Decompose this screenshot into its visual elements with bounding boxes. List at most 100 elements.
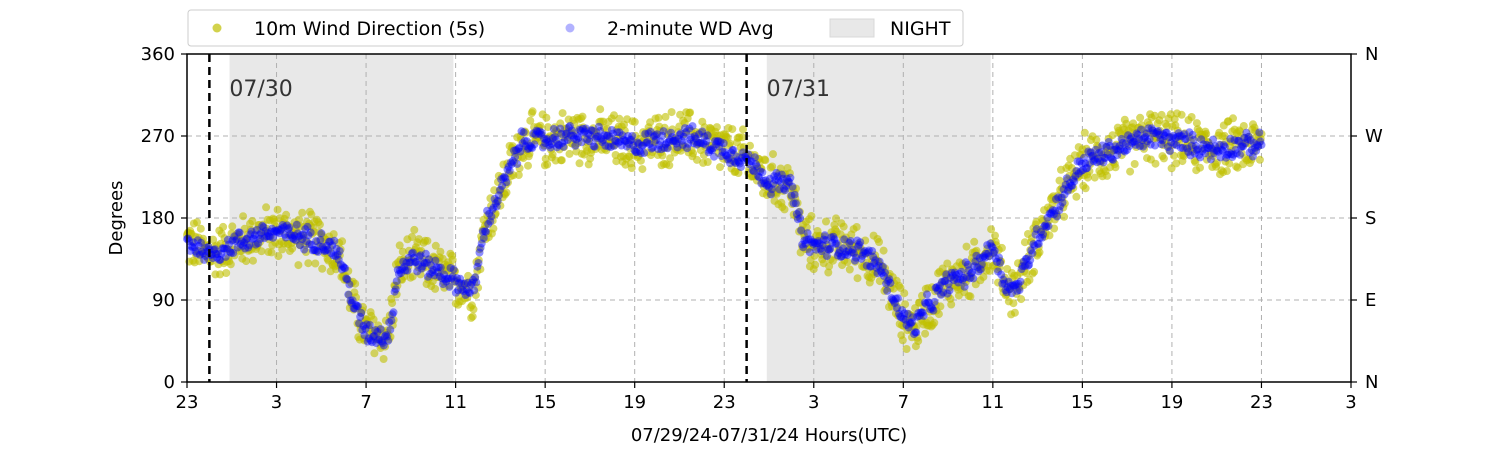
data-point [359,321,368,330]
data-point [1133,130,1142,139]
data-point [316,235,325,244]
data-point [571,141,580,150]
data-point [722,151,731,160]
data-point [894,311,903,320]
data-point [186,246,195,255]
data-point [274,252,283,261]
data-point [474,256,483,265]
data-point [781,186,789,195]
data-point [842,247,851,256]
data-point [746,157,755,166]
data-point [265,232,274,241]
data-point [1143,137,1152,146]
data-point [964,262,973,271]
data-point [999,275,1008,284]
data-point [549,125,558,133]
data-point [1233,136,1242,145]
data-point [977,260,986,269]
data-point [1239,122,1248,130]
data-point [995,253,1003,262]
data-point [416,251,425,260]
data-point [703,158,712,166]
data-point [945,286,954,295]
data-point [688,122,697,131]
data-point [900,309,909,318]
data-point [947,268,956,277]
data-point [1169,140,1178,149]
data-point [735,159,744,168]
data-point [913,312,922,321]
data-point [1236,150,1244,159]
data-point [548,150,557,159]
data-point [904,323,913,332]
data-point [306,228,315,237]
data-point [1153,128,1162,136]
data-point [1220,131,1229,140]
data-point [1225,159,1234,168]
data-point [428,266,436,274]
data-point [807,212,816,220]
data-point [1229,114,1237,123]
data-point [294,261,303,270]
data-point [1136,113,1145,122]
data-point [540,134,549,143]
data-point [815,239,824,248]
data-point [1203,144,1212,152]
data-point [563,136,572,144]
data-point [1160,131,1169,140]
data-point [603,131,612,140]
x-tick-label-7: 3 [808,392,819,413]
data-point [1123,146,1131,155]
data-point [1092,158,1101,167]
data-point [425,255,433,264]
data-point [726,159,735,168]
data-point [1157,140,1166,149]
data-point [659,127,668,136]
data-point [1256,137,1265,146]
data-point [919,311,928,320]
data-point [1052,195,1060,204]
data-point [958,275,967,284]
data-point [1185,128,1194,137]
data-point [209,235,218,244]
data-point [954,278,963,287]
y-right-tick-label-2: S [1365,208,1376,229]
data-point [643,138,652,146]
data-point [966,292,975,301]
data-point [494,191,503,200]
data-point [920,302,929,311]
data-point [326,237,334,246]
data-point [1152,129,1161,138]
data-point [1127,133,1136,142]
data-point [262,232,271,241]
data-point [1085,159,1094,167]
data-point [405,258,414,267]
data-point [962,273,971,282]
data-point [1192,119,1201,128]
data-point [1081,184,1090,193]
data-point [453,274,461,283]
data-point [666,154,675,163]
data-point [1014,279,1023,288]
data-point [763,180,772,189]
data-point [1148,126,1157,135]
data-point [1090,173,1099,182]
data-point [655,141,664,150]
data-point [789,199,798,208]
data-point [556,124,565,133]
data-point [1187,113,1196,121]
data-point [669,137,678,146]
data-point [893,294,902,303]
legend-marker-night [829,18,875,38]
data-point [318,242,327,251]
series-1 [183,121,1266,350]
data-point [657,145,666,154]
data-point [575,125,584,134]
data-point [1243,135,1252,144]
data-point [333,250,342,259]
data-point [257,228,266,237]
data-point [670,136,679,145]
data-point [1067,181,1076,190]
data-point [463,293,472,302]
data-point [1034,239,1043,248]
